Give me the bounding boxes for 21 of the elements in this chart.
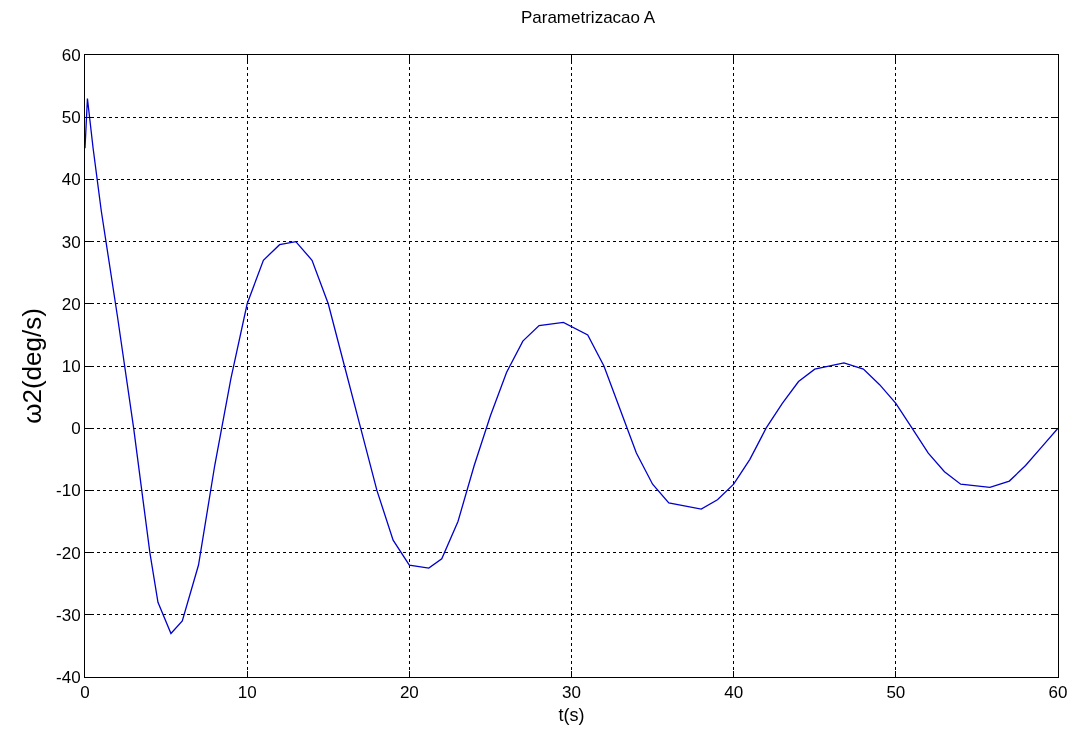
y-tick-label: 10	[61, 356, 81, 376]
x-tick-label: 40	[724, 683, 744, 703]
x-tick-label: 60	[1048, 683, 1068, 703]
y-tick-label: 50	[61, 108, 81, 128]
x-tick-label: 20	[399, 683, 419, 703]
y-axis-title: ω2(deg/s)	[17, 308, 48, 424]
y-tick-label: -10	[56, 481, 81, 501]
y-tick-label: 30	[61, 232, 81, 252]
x-tick-label: 50	[886, 683, 906, 703]
y-tick-label: -30	[56, 605, 81, 625]
x-tick-label: 30	[562, 683, 581, 703]
y-tick-label: 60	[61, 45, 81, 65]
line-series	[85, 97, 1058, 635]
y-tick-label: -40	[56, 667, 81, 687]
chart-title: Parametrizacao A	[520, 8, 656, 28]
y-tick-label: 20	[61, 294, 81, 314]
y-tick-label: 0	[71, 419, 81, 439]
x-tick-label: 10	[237, 683, 257, 703]
y-tick-label: -20	[56, 543, 81, 563]
x-axis-title: t(s)	[558, 704, 585, 725]
y-tick-label: 40	[61, 170, 81, 190]
